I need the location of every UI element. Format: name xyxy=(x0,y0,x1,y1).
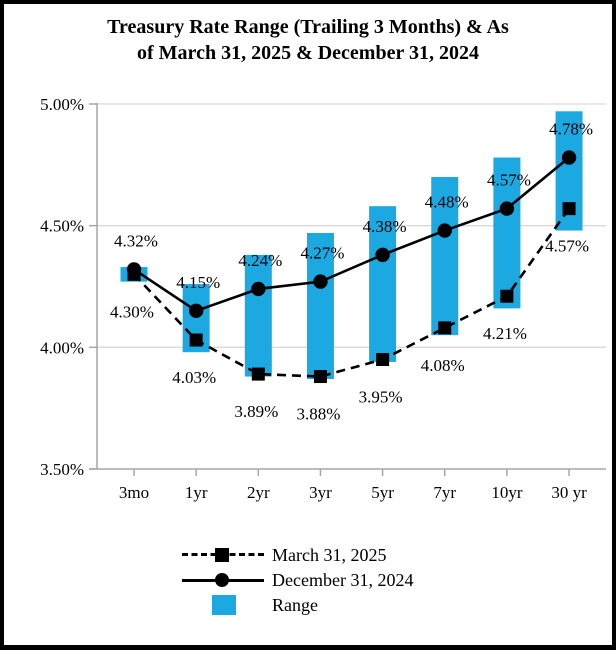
march-value-label: 4.08% xyxy=(421,356,465,375)
x-tick-label: 7yr xyxy=(433,483,456,502)
legend-label-december: December 31, 2024 xyxy=(272,569,414,590)
page-title: Treasury Rate Range (Trailing 3 Months) … xyxy=(4,14,612,66)
range-bar xyxy=(431,177,459,336)
y-tick-label: 3.50% xyxy=(40,460,84,479)
x-tick-label: 3mo xyxy=(119,483,149,502)
december-marker xyxy=(188,303,204,319)
december-marker xyxy=(375,247,390,263)
december-value-label: 4.38% xyxy=(363,217,407,236)
legend-label-range: Range xyxy=(272,594,318,615)
y-tick-label: 4.00% xyxy=(40,338,84,357)
march-marker xyxy=(189,333,203,347)
march-marker xyxy=(313,370,327,384)
march-marker xyxy=(376,353,390,366)
title-line-1: Treasury Rate Range (Trailing 3 Months) … xyxy=(107,16,509,38)
legend-label-march: March 31, 2025 xyxy=(272,544,387,565)
december-value-label: 4.15% xyxy=(176,273,220,292)
chart-legend: March 31, 2025 December 31, 2024 Range xyxy=(182,543,413,617)
march-value-label: 3.89% xyxy=(234,402,278,421)
december-value-label: 4.27% xyxy=(300,244,344,263)
december-marker xyxy=(313,274,328,289)
march-marker xyxy=(438,321,452,335)
legend-item-range: Range xyxy=(182,593,413,617)
square-marker-icon xyxy=(215,548,229,562)
march-value-label: 4.03% xyxy=(172,368,216,387)
december-value-label: 4.24% xyxy=(238,251,282,270)
december-marker xyxy=(251,281,266,297)
december-value-label: 4.32% xyxy=(114,231,158,250)
x-tick-label: 10yr xyxy=(491,483,523,502)
march-marker xyxy=(251,367,265,381)
march-value-label: 4.57% xyxy=(545,237,589,256)
range-swatch-icon xyxy=(212,595,236,615)
legend-item-march: March 31, 2025 xyxy=(182,543,413,567)
range-bar xyxy=(369,206,397,362)
legend-item-december: December 31, 2024 xyxy=(182,568,413,592)
march-value-label: 3.88% xyxy=(296,405,340,424)
y-tick-label: 4.50% xyxy=(40,217,84,236)
treasury-rate-chart: 5.00% 4.50% 4.00% 3.50% 3mo 1yr 2yr 3yr 5yr 7yr 10… xyxy=(40,95,606,502)
x-tick-label: 5yr xyxy=(371,483,394,502)
title-line-2: of March 31, 2025 & December 31, 2024 xyxy=(137,42,479,64)
march-marker xyxy=(500,289,514,303)
legend-swatch-march xyxy=(182,543,266,567)
march-marker xyxy=(562,202,576,216)
x-tick-label: 1yr xyxy=(185,483,208,502)
march-value-label: 4.21% xyxy=(483,324,527,343)
range-bar xyxy=(306,232,334,379)
december-value-label: 4.48% xyxy=(425,193,469,212)
march-value-label: 4.30% xyxy=(110,302,154,321)
december-marker xyxy=(561,150,577,165)
x-tick-label: 2yr xyxy=(247,483,270,502)
x-tick-label: 3yr xyxy=(309,483,332,502)
legend-swatch-december xyxy=(182,568,266,592)
march-value-label: 3.95% xyxy=(359,388,403,407)
march-line xyxy=(133,207,571,378)
circle-marker-icon xyxy=(215,573,229,587)
december-value-label: 4.78% xyxy=(549,120,593,139)
march-marker xyxy=(127,267,141,281)
december-marker xyxy=(499,201,515,216)
december-marker xyxy=(437,223,452,238)
range-bar xyxy=(244,254,272,377)
y-tick-label: 5.00% xyxy=(40,95,84,114)
december-line xyxy=(133,156,570,313)
december-value-label: 4.57% xyxy=(487,171,531,190)
legend-swatch-range-wrap xyxy=(182,593,266,617)
x-tick-label: 30 yr xyxy=(551,483,587,502)
